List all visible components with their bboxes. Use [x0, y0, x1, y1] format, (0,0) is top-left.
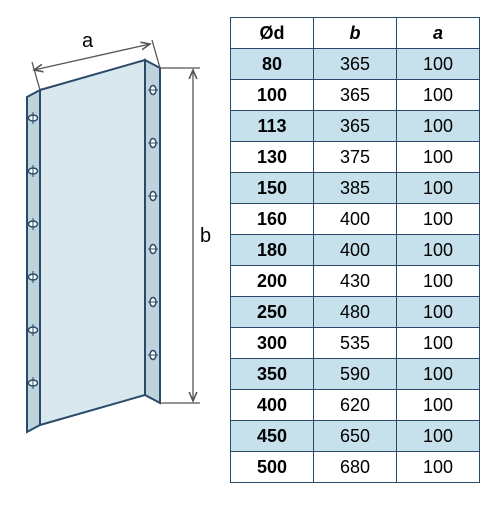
table-row: 80365100 — [231, 49, 480, 80]
cell-b: 480 — [314, 297, 397, 328]
cell-a: 100 — [397, 173, 480, 204]
cell-od: 350 — [231, 359, 314, 390]
cell-b: 365 — [314, 80, 397, 111]
cell-a: 100 — [397, 297, 480, 328]
bracket-diagram: a b — [0, 0, 230, 500]
cell-a: 100 — [397, 111, 480, 142]
cell-b: 375 — [314, 142, 397, 173]
col-header-od: Ød — [231, 18, 314, 49]
cell-od: 300 — [231, 328, 314, 359]
dimensions-table: Ød b a 803651001003651001133651001303751… — [230, 17, 480, 483]
cell-b: 385 — [314, 173, 397, 204]
cell-a: 100 — [397, 359, 480, 390]
cell-od: 500 — [231, 452, 314, 483]
table-row: 350590100 — [231, 359, 480, 390]
cell-od: 180 — [231, 235, 314, 266]
dim-label-a: a — [82, 30, 93, 53]
cell-a: 100 — [397, 390, 480, 421]
cell-od: 200 — [231, 266, 314, 297]
cell-b: 365 — [314, 49, 397, 80]
col-header-a: a — [397, 18, 480, 49]
cell-b: 430 — [314, 266, 397, 297]
cell-od: 450 — [231, 421, 314, 452]
table-row: 250480100 — [231, 297, 480, 328]
table-row: 113365100 — [231, 111, 480, 142]
cell-a: 100 — [397, 266, 480, 297]
cell-od: 100 — [231, 80, 314, 111]
cell-b: 400 — [314, 204, 397, 235]
cell-b: 680 — [314, 452, 397, 483]
cell-a: 100 — [397, 235, 480, 266]
table-row: 150385100 — [231, 173, 480, 204]
cell-b: 365 — [314, 111, 397, 142]
cell-od: 130 — [231, 142, 314, 173]
cell-od: 113 — [231, 111, 314, 142]
table-row: 130375100 — [231, 142, 480, 173]
table-row: 100365100 — [231, 80, 480, 111]
cell-od: 80 — [231, 49, 314, 80]
dim-label-b: b — [200, 225, 211, 248]
cell-b: 400 — [314, 235, 397, 266]
table-row: 450650100 — [231, 421, 480, 452]
table-row: 500680100 — [231, 452, 480, 483]
cell-a: 100 — [397, 204, 480, 235]
cell-a: 100 — [397, 49, 480, 80]
cell-b: 590 — [314, 359, 397, 390]
table-row: 300535100 — [231, 328, 480, 359]
cell-od: 250 — [231, 297, 314, 328]
cell-a: 100 — [397, 80, 480, 111]
cell-od: 400 — [231, 390, 314, 421]
table-row: 200430100 — [231, 266, 480, 297]
cell-od: 160 — [231, 204, 314, 235]
table-row: 160400100 — [231, 204, 480, 235]
col-header-b: b — [314, 18, 397, 49]
table-row: 400620100 — [231, 390, 480, 421]
cell-a: 100 — [397, 328, 480, 359]
cell-b: 535 — [314, 328, 397, 359]
cell-a: 100 — [397, 142, 480, 173]
table-header-row: Ød b a — [231, 18, 480, 49]
cell-b: 650 — [314, 421, 397, 452]
cell-od: 150 — [231, 173, 314, 204]
cell-a: 100 — [397, 452, 480, 483]
table-row: 180400100 — [231, 235, 480, 266]
cell-b: 620 — [314, 390, 397, 421]
cell-a: 100 — [397, 421, 480, 452]
